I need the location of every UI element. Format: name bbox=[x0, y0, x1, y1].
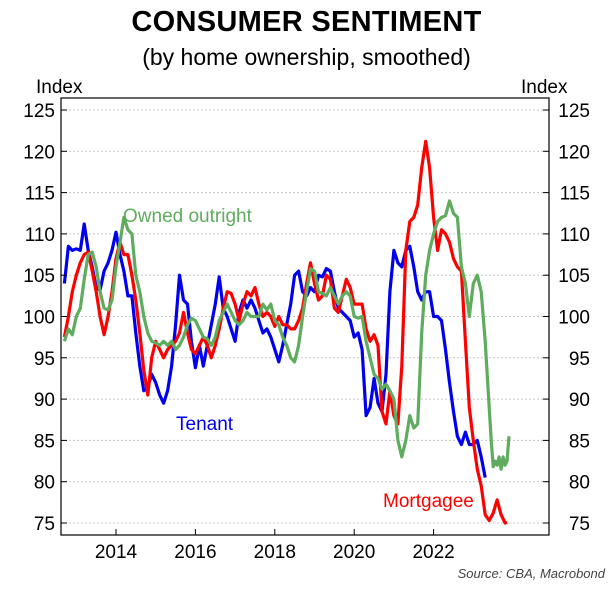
chart-subtitle: (by home ownership, smoothed) bbox=[142, 44, 471, 70]
y-tick-label-left: 120 bbox=[23, 142, 55, 163]
source-note: Source: CBA, Macrobond bbox=[458, 566, 606, 581]
y-tick-label-right: 90 bbox=[569, 390, 590, 411]
legend-label-tenant: Tenant bbox=[176, 414, 234, 435]
y-tick-label-right: 105 bbox=[558, 266, 590, 287]
y-tick-label-right: 110 bbox=[560, 225, 590, 246]
y-tick-label-right: 115 bbox=[560, 184, 590, 205]
y-tick-label-right: 85 bbox=[569, 431, 590, 452]
y-tick-label-right: 120 bbox=[558, 142, 590, 163]
series-line-owned-outright bbox=[62, 199, 511, 471]
y-tick-label-right: 125 bbox=[558, 101, 590, 122]
x-tick-label: 2016 bbox=[174, 542, 216, 563]
x-tick-label: 2020 bbox=[333, 542, 375, 563]
x-tick-label: 2014 bbox=[95, 542, 138, 563]
x-tick-label: 2022 bbox=[412, 542, 454, 563]
y-tick-label-left: 90 bbox=[34, 390, 55, 411]
series-line-tenant bbox=[62, 222, 487, 478]
legend-label-owned-outright: Owned outright bbox=[123, 206, 253, 227]
y-axis-label-right: Index bbox=[521, 77, 568, 98]
y-tick-label-left: 80 bbox=[34, 473, 55, 494]
axes: 75 75 80 80 85 85 90 90 95 95 100 100 105 105 110 110 11… bbox=[23, 101, 590, 563]
y-tick-label-right: 75 bbox=[569, 514, 590, 535]
y-tick-label-left: 75 bbox=[34, 514, 55, 535]
legend-label-mortgagee: Mortgagee bbox=[383, 491, 474, 512]
y-axis-label-left: Index bbox=[36, 77, 83, 98]
y-tick-label-right: 80 bbox=[569, 473, 590, 494]
y-tick-label-right: 100 bbox=[558, 308, 590, 329]
y-tick-label-left: 125 bbox=[23, 101, 55, 122]
chart-title: CONSUMER SENTIMENT bbox=[131, 6, 482, 38]
y-tick-label-left: 105 bbox=[23, 266, 55, 287]
y-tick-label-left: 95 bbox=[34, 349, 55, 370]
y-tick-label-left: 110 bbox=[25, 225, 55, 246]
series-lines bbox=[62, 139, 511, 525]
y-tick-label-left: 85 bbox=[34, 431, 55, 452]
y-tick-label-right: 95 bbox=[569, 349, 590, 370]
y-tick-label-left: 115 bbox=[25, 184, 55, 205]
x-tick-label: 2018 bbox=[254, 542, 296, 563]
y-tick-label-left: 100 bbox=[23, 308, 55, 329]
